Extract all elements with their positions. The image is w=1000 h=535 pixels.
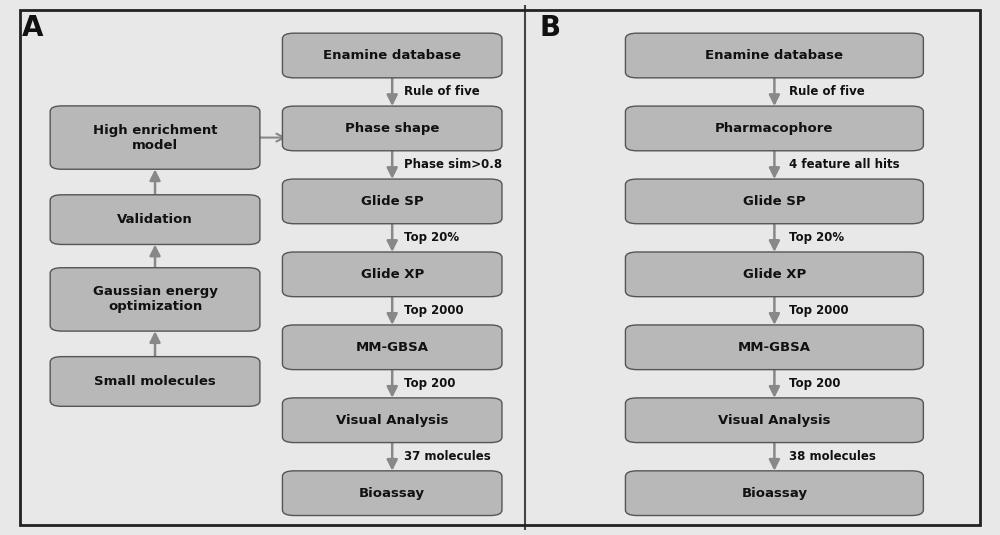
Text: Gaussian energy
optimization: Gaussian energy optimization xyxy=(93,285,217,314)
FancyBboxPatch shape xyxy=(625,325,923,370)
FancyBboxPatch shape xyxy=(282,325,502,370)
Text: Top 200: Top 200 xyxy=(404,377,455,390)
Text: Glide XP: Glide XP xyxy=(361,268,424,281)
FancyBboxPatch shape xyxy=(625,398,923,442)
Text: 4 feature all hits: 4 feature all hits xyxy=(789,158,900,171)
FancyBboxPatch shape xyxy=(282,106,502,151)
Text: Rule of five: Rule of five xyxy=(789,86,865,98)
FancyBboxPatch shape xyxy=(625,252,923,297)
FancyBboxPatch shape xyxy=(282,471,502,516)
Text: A: A xyxy=(22,14,43,42)
Text: Visual Analysis: Visual Analysis xyxy=(718,414,831,427)
Text: High enrichment
model: High enrichment model xyxy=(93,124,217,151)
Text: Validation: Validation xyxy=(117,213,193,226)
Text: Rule of five: Rule of five xyxy=(404,86,480,98)
FancyBboxPatch shape xyxy=(282,252,502,297)
Text: 38 molecules: 38 molecules xyxy=(789,450,876,463)
Text: MM-GBSA: MM-GBSA xyxy=(738,341,811,354)
Text: B: B xyxy=(539,14,560,42)
Text: Bioassay: Bioassay xyxy=(741,487,807,500)
Text: Enamine database: Enamine database xyxy=(323,49,461,62)
Text: Small molecules: Small molecules xyxy=(94,375,216,388)
Text: Top 200: Top 200 xyxy=(789,377,841,390)
Text: Glide XP: Glide XP xyxy=(743,268,806,281)
Text: Bioassay: Bioassay xyxy=(359,487,425,500)
FancyBboxPatch shape xyxy=(625,106,923,151)
Text: Phase sim>0.8: Phase sim>0.8 xyxy=(404,158,502,171)
Text: Enamine database: Enamine database xyxy=(705,49,843,62)
FancyBboxPatch shape xyxy=(282,33,502,78)
Text: Glide SP: Glide SP xyxy=(361,195,424,208)
Text: 37 molecules: 37 molecules xyxy=(404,450,491,463)
FancyBboxPatch shape xyxy=(625,179,923,224)
FancyBboxPatch shape xyxy=(50,268,260,331)
FancyBboxPatch shape xyxy=(50,195,260,244)
FancyBboxPatch shape xyxy=(282,179,502,224)
Text: Top 20%: Top 20% xyxy=(789,231,844,244)
FancyBboxPatch shape xyxy=(625,471,923,516)
Text: Top 20%: Top 20% xyxy=(404,231,459,244)
Text: Top 2000: Top 2000 xyxy=(404,304,464,317)
FancyBboxPatch shape xyxy=(625,33,923,78)
Text: Phase shape: Phase shape xyxy=(345,122,439,135)
Text: MM-GBSA: MM-GBSA xyxy=(356,341,429,354)
Text: Pharmacophore: Pharmacophore xyxy=(715,122,834,135)
FancyBboxPatch shape xyxy=(50,357,260,406)
FancyBboxPatch shape xyxy=(50,106,260,169)
Text: Visual Analysis: Visual Analysis xyxy=(336,414,448,427)
FancyBboxPatch shape xyxy=(282,398,502,442)
Text: Glide SP: Glide SP xyxy=(743,195,806,208)
Text: Top 2000: Top 2000 xyxy=(789,304,849,317)
